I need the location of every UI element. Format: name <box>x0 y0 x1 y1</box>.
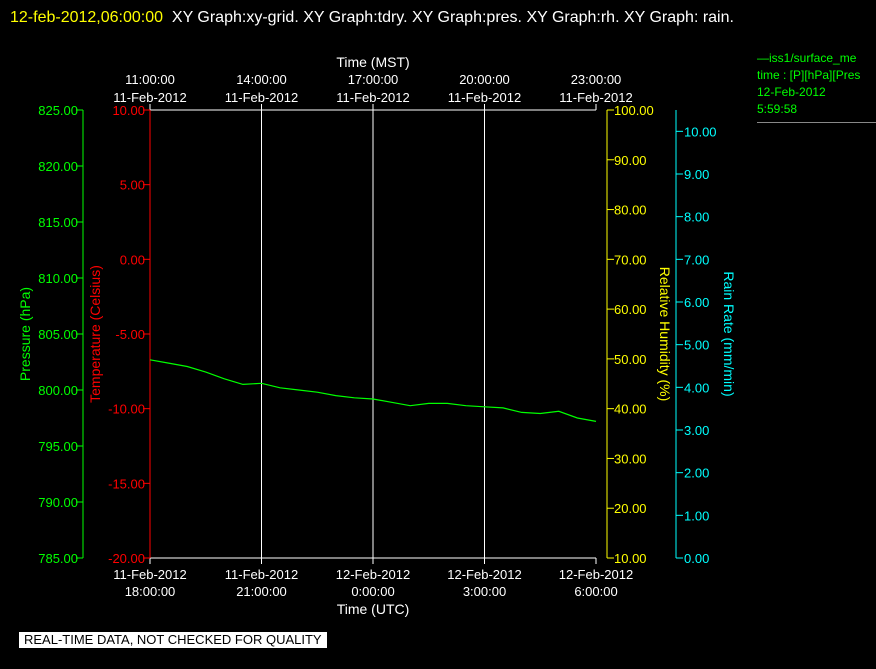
humidity-tick-label: 90.00 <box>614 153 647 168</box>
x-axis-label-top: Time (MST) <box>336 54 409 70</box>
pressure-tick-label: 800.00 <box>38 383 78 398</box>
x-tick-label-top-date: 11-Feb-2012 <box>225 90 298 105</box>
x-axis-label-bottom: Time (UTC) <box>337 601 410 617</box>
x-tick-label-top-time: 23:00:00 <box>571 72 622 87</box>
humidity-tick-label: 100.00 <box>614 103 654 118</box>
x-tick-label-top-date: 11-Feb-2012 <box>336 90 409 105</box>
temperature-tick-label: -15.00 <box>108 476 145 491</box>
header-graph-list: XY Graph:xy-grid. XY Graph:tdry. XY Grap… <box>171 9 734 26</box>
x-tick-label-date: 12-Feb-2012 <box>447 567 521 582</box>
rain-tick-label: 5.00 <box>684 338 709 353</box>
pressure-tick-label: 815.00 <box>38 215 78 230</box>
x-tick-label-time: 0:00:00 <box>351 584 394 599</box>
temperature-axis-title: Temperature (Celsius) <box>87 265 103 403</box>
x-tick-label-time: 6:00:00 <box>574 584 617 599</box>
legend-date: 12-Feb-2012 <box>757 85 826 99</box>
pressure-tick-label: 805.00 <box>38 327 78 342</box>
rain-tick-label: 7.00 <box>684 252 709 267</box>
rain-tick-label: 1.00 <box>684 508 709 523</box>
legend-series-variable: time : [P][hPa][Pres <box>757 68 861 82</box>
rain-tick-label: 4.00 <box>684 380 709 395</box>
rain-tick-label: 3.00 <box>684 423 709 438</box>
header-timestamp: 12-feb-2012,06:00:00 <box>10 9 164 26</box>
temperature-tick-label: 10.00 <box>112 103 145 118</box>
header-title: 12-feb-2012,06:00:00 XY Graph:xy-grid. X… <box>10 3 860 32</box>
humidity-tick-label: 20.00 <box>614 501 647 516</box>
temperature-tick-label: 5.00 <box>120 178 145 193</box>
pressure-tick-label: 790.00 <box>38 495 78 510</box>
temperature-tick-label: 0.00 <box>120 252 145 267</box>
rain-tick-label: 10.00 <box>684 124 717 139</box>
rain-tick-label: 2.00 <box>684 466 709 481</box>
pressure-axis-title: Pressure (hPa) <box>17 287 33 381</box>
humidity-axis-title: Relative Humidity (%) <box>657 267 673 402</box>
humidity-tick-label: 80.00 <box>614 203 647 218</box>
x-tick-label-time: 21:00:00 <box>236 584 287 599</box>
pressure-tick-label: 820.00 <box>38 159 78 174</box>
rain-tick-label: 8.00 <box>684 210 709 225</box>
legend-divider <box>757 122 876 123</box>
humidity-tick-label: 60.00 <box>614 302 647 317</box>
humidity-tick-label: 30.00 <box>614 451 647 466</box>
pressure-series-line <box>149 359 597 422</box>
x-tick-label-top-time: 17:00:00 <box>348 72 399 87</box>
humidity-tick-label: 10.00 <box>614 551 647 566</box>
x-tick-label-top-date: 11-Feb-2012 <box>448 90 521 105</box>
rain-axis-title: Rain Rate (mm/min) <box>721 271 737 396</box>
legend-series-name: —iss1/surface_me <box>757 51 857 65</box>
pressure-tick-label: 785.00 <box>38 551 78 566</box>
rain-tick-label: 6.00 <box>684 295 709 310</box>
pressure-tick-label: 825.00 <box>38 103 78 118</box>
x-tick-label-top-date: 11-Feb-2012 <box>559 90 632 105</box>
temperature-tick-label: -5.00 <box>115 327 145 342</box>
humidity-tick-label: 40.00 <box>614 402 647 417</box>
rain-tick-label: 0.00 <box>684 551 709 566</box>
pressure-tick-label: 810.00 <box>38 271 78 286</box>
x-tick-label-date: 12-Feb-2012 <box>559 567 633 582</box>
x-tick-label-top-time: 14:00:00 <box>236 72 287 87</box>
quality-notice: REAL-TIME DATA, NOT CHECKED FOR QUALITY <box>19 632 327 648</box>
legend-time: 5:59:58 <box>757 102 798 116</box>
humidity-tick-label: 50.00 <box>614 352 647 367</box>
x-tick-label-date: 11-Feb-2012 <box>113 567 186 582</box>
x-tick-label-time: 18:00:00 <box>125 584 176 599</box>
x-tick-label-top-time: 20:00:00 <box>459 72 510 87</box>
legend: —iss1/surface_me time : [P][hPa][Pres 12… <box>757 50 876 123</box>
humidity-tick-label: 70.00 <box>614 252 647 267</box>
temperature-tick-label: -10.00 <box>108 402 145 417</box>
x-tick-label-date: 11-Feb-2012 <box>225 567 298 582</box>
rain-tick-label: 9.00 <box>684 167 709 182</box>
pressure-tick-label: 795.00 <box>38 439 78 454</box>
x-tick-label-top-date: 11-Feb-2012 <box>113 90 186 105</box>
x-tick-label-date: 12-Feb-2012 <box>336 567 410 582</box>
temperature-tick-label: -20.00 <box>108 551 145 566</box>
x-tick-label-top-time: 11:00:00 <box>125 72 175 87</box>
x-tick-label-time: 3:00:00 <box>463 584 506 599</box>
